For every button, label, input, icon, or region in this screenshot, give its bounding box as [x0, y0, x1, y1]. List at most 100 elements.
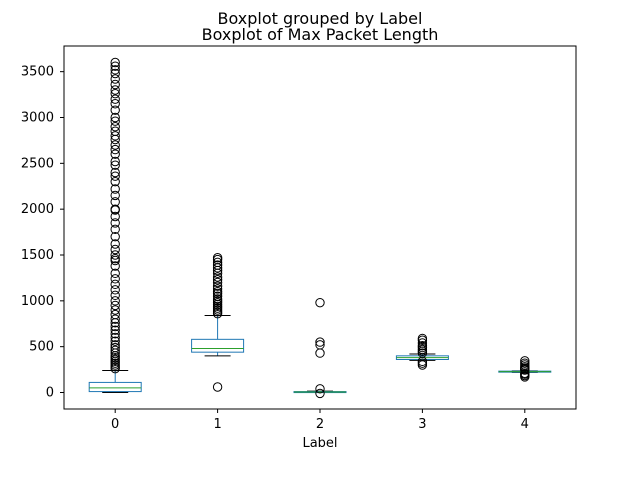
outlier-point [110, 74, 120, 84]
outlier-point [110, 231, 120, 242]
outlier-point [212, 257, 223, 268]
outlier-point [110, 79, 120, 90]
outlier-point [110, 140, 120, 150]
y-tick-label: 3000 [21, 111, 54, 126]
outlier-point [110, 149, 120, 159]
chart-title: Boxplot of Max Packet Length [202, 25, 439, 44]
outlier-point [212, 291, 223, 301]
outlier-point [110, 300, 120, 311]
outlier-point [110, 94, 120, 104]
outlier-point [110, 85, 120, 95]
outlier-point [110, 342, 120, 353]
outlier-point [212, 281, 223, 291]
outlier-point [110, 279, 120, 290]
x-tick-label: 2 [316, 417, 324, 432]
outlier-point [110, 160, 120, 170]
outlier-point [110, 314, 120, 324]
outlier-point [110, 329, 120, 339]
outlier-point [110, 332, 120, 343]
box-group-3 [395, 333, 449, 370]
outlier-point [520, 356, 530, 366]
y-tick-label: 2000 [21, 202, 54, 217]
x-axis-label: Label [302, 436, 337, 451]
outlier-point [212, 272, 223, 282]
outlier-point [110, 321, 120, 332]
outlier-point [110, 144, 120, 155]
outlier-point [110, 57, 120, 68]
outlier-point [417, 338, 428, 348]
outlier-point [110, 112, 120, 123]
outlier-point [212, 275, 223, 285]
outlier-point [417, 341, 428, 351]
outlier-point [212, 382, 223, 392]
y-tick-label: 2500 [21, 156, 54, 171]
y-tick-label: 0 [46, 386, 54, 401]
outlier-point [417, 333, 428, 344]
figure-suptitle: Boxplot grouped by Label [218, 9, 423, 28]
outlier-point [110, 325, 120, 335]
outlier-point [110, 116, 120, 126]
outlier-point [110, 305, 120, 315]
outlier-point [110, 131, 120, 141]
iqr-box [88, 381, 142, 393]
outlier-point [110, 290, 120, 301]
outlier-point [212, 284, 223, 294]
x-tick-label: 0 [111, 417, 119, 432]
outlier-point [110, 99, 120, 109]
outlier-point [212, 253, 223, 263]
x-axis: 0 1 2 3 4 [111, 409, 529, 432]
outlier-point [110, 309, 120, 320]
outlier-point [110, 218, 120, 228]
outlier-point [212, 286, 223, 297]
outlier-point [110, 253, 120, 264]
outlier-point [110, 250, 120, 260]
outlier-point [110, 171, 120, 181]
y-tick-label: 500 [29, 340, 54, 355]
outlier-point [110, 126, 120, 136]
outlier-point [110, 65, 120, 75]
outlier-point [110, 285, 120, 295]
x-tick-label: 4 [521, 417, 529, 432]
outlier-point [520, 358, 530, 368]
outlier-point [110, 211, 120, 222]
outlier-point [110, 88, 120, 99]
box-group-2 [293, 297, 347, 399]
outlier-point [315, 384, 325, 394]
x-tick-label: 1 [213, 417, 221, 432]
outlier-point [110, 296, 120, 306]
outlier-point [110, 167, 120, 178]
outlier-point [110, 268, 120, 279]
outlier-point [110, 176, 120, 187]
outlier-point [212, 260, 223, 270]
outlier-point [212, 294, 223, 304]
outlier-point [315, 297, 325, 308]
outlier-point [110, 204, 120, 214]
y-tick-label: 1500 [21, 248, 54, 263]
outlier-point [110, 345, 120, 356]
outlier-point [110, 224, 120, 235]
box-group-1 [191, 253, 245, 392]
box-group-0 [88, 57, 142, 393]
outlier-point [110, 184, 120, 194]
box-group-4 [498, 356, 552, 382]
outlier-point [110, 105, 120, 115]
iqr-box [191, 338, 245, 353]
outlier-point [110, 61, 120, 71]
outlier-point [315, 388, 325, 399]
outlier-point [110, 121, 120, 132]
outlier-point [110, 244, 120, 255]
x-tick-label: 3 [418, 417, 426, 432]
outlier-point [315, 340, 325, 350]
outlier-point [110, 68, 120, 79]
outlier-point [110, 336, 120, 346]
y-tick-label: 1000 [21, 294, 54, 309]
y-axis: 0 500 1000 1500 2000 2500 3000 3500 [21, 65, 64, 401]
outlier-point [212, 277, 223, 288]
outlier-point [110, 197, 120, 207]
y-tick-label: 3500 [21, 65, 54, 80]
outlier-point [110, 156, 120, 167]
outlier-point [110, 190, 120, 201]
outlier-point [110, 340, 120, 350]
plot-area [63, 45, 577, 410]
